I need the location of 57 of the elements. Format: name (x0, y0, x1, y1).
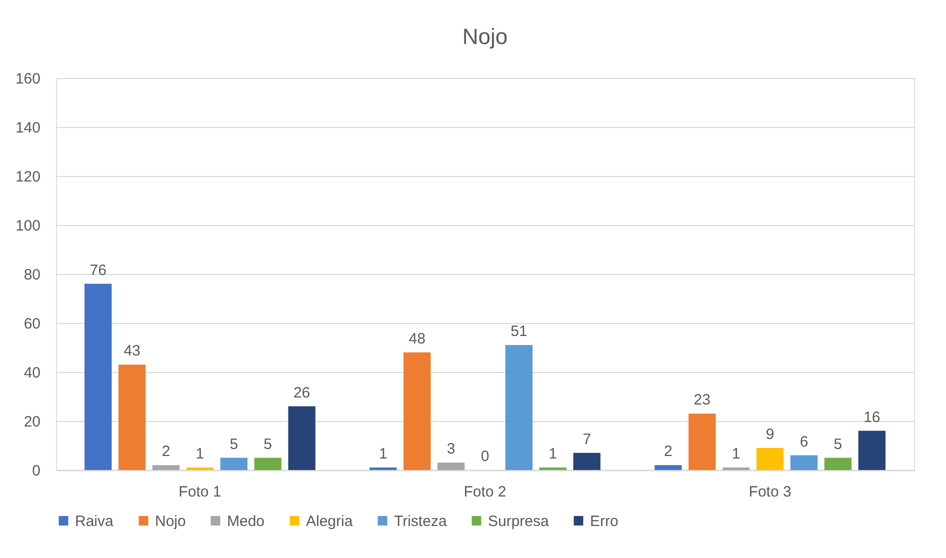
bar (254, 458, 282, 470)
data-label: 7 (582, 430, 592, 448)
y-tick-label: 20 (24, 414, 40, 430)
bar (790, 455, 818, 470)
data-label: 1 (548, 446, 558, 463)
x-tick-label: Foto 1 (178, 484, 222, 500)
data-label: 2 (664, 443, 672, 460)
y-tick-label: 120 (15, 168, 40, 186)
y-tick-label: 160 (15, 70, 40, 88)
bar (756, 448, 784, 470)
data-label: 1 (196, 446, 204, 463)
data-label: 0 (480, 448, 490, 465)
y-tick-label: 40 (24, 364, 40, 382)
data-label: 9 (766, 426, 774, 443)
bar (437, 462, 465, 470)
data-label: 1 (732, 446, 740, 463)
legend-label: Surpresa (488, 512, 550, 530)
y-tick-label: 0 (32, 462, 40, 480)
bar (654, 465, 682, 470)
bar (858, 430, 886, 470)
data-label: 3 (446, 440, 456, 458)
data-label: 51 (510, 323, 528, 340)
bar (288, 406, 316, 470)
data-label: 5 (264, 436, 272, 453)
data-label: 16 (864, 408, 880, 426)
data-label: 48 (408, 330, 426, 348)
data-label: 5 (834, 436, 842, 453)
data-label: 2 (162, 443, 170, 460)
y-tick-label: 60 (24, 316, 40, 332)
legend-label: Raiva (75, 512, 114, 530)
x-tick-label: Foto 2 (464, 484, 506, 500)
legend-label: Nojo (155, 512, 186, 530)
y-tick-label: 140 (15, 120, 40, 136)
bar (118, 364, 146, 470)
bar (404, 352, 431, 470)
data-label: 23 (694, 392, 710, 409)
data-label: 26 (293, 384, 310, 402)
x-tick-label: Foto 3 (748, 484, 792, 500)
data-label: 76 (90, 262, 106, 279)
chart-title: Nojo (462, 24, 508, 49)
data-label: 5 (230, 436, 238, 453)
bar (505, 345, 533, 470)
bar (824, 458, 852, 470)
data-label: 43 (124, 342, 140, 360)
bar (573, 452, 600, 470)
legend-label: Tristeza (394, 512, 448, 530)
bar (84, 284, 112, 470)
y-tick-label: 100 (15, 218, 40, 234)
data-label: 1 (378, 446, 388, 463)
bar (220, 458, 248, 470)
bar (152, 465, 180, 470)
data-label: 6 (800, 433, 808, 450)
legend-label: Alegria (306, 512, 354, 530)
legend-label: Medo (227, 512, 265, 530)
y-tick-label: 80 (24, 266, 40, 284)
bar (688, 414, 716, 470)
legend-label: Erro (590, 512, 618, 530)
